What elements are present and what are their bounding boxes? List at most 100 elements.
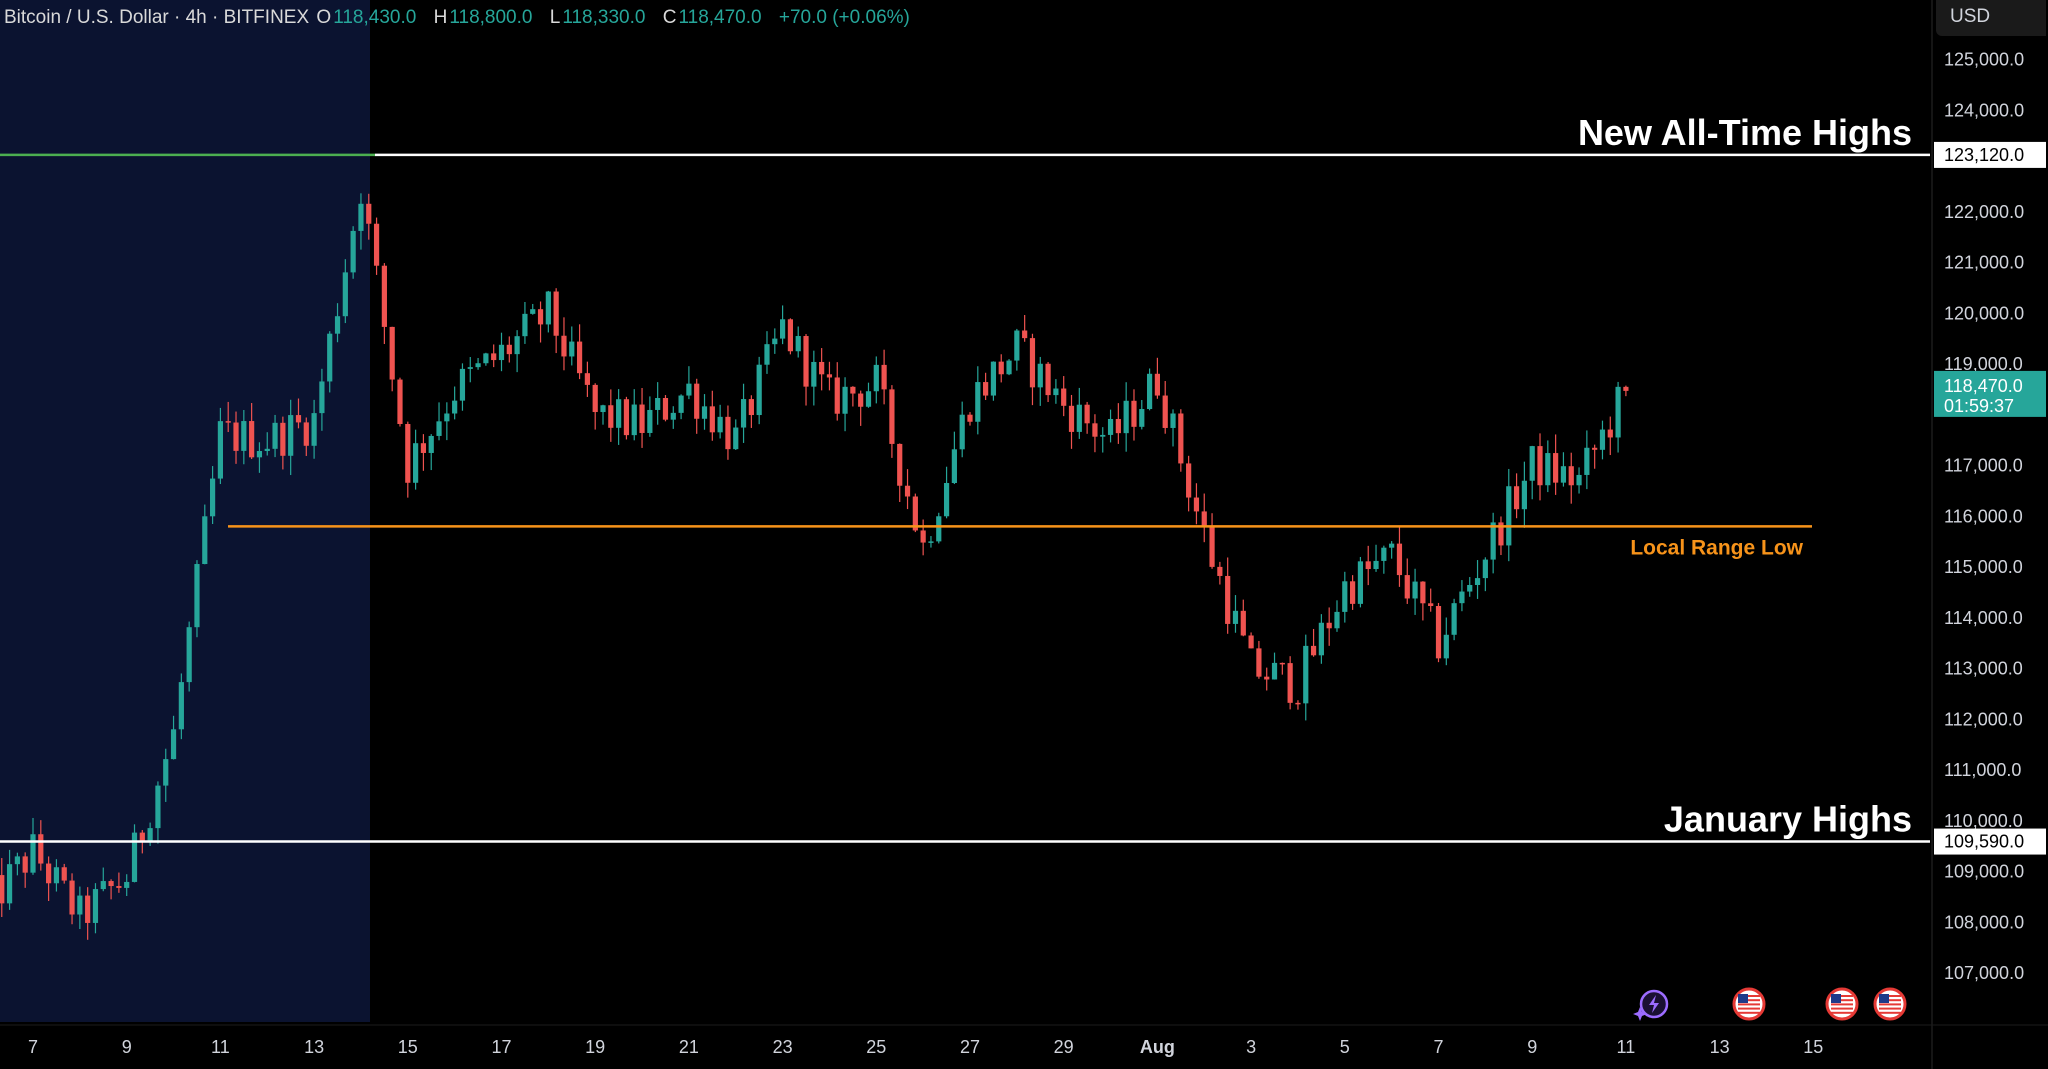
candle-body (428, 435, 434, 453)
highlighted-period (0, 0, 370, 1022)
candle-body (1396, 543, 1403, 576)
candle-body (865, 391, 872, 407)
close-value: 118,470.0 (678, 7, 762, 28)
candle-body (1607, 429, 1613, 438)
date-tick-label: 9 (122, 1037, 132, 1057)
candle-body (381, 265, 387, 327)
candle-body (1474, 578, 1481, 585)
candle-body (1451, 603, 1457, 635)
candle-body (1498, 522, 1504, 546)
candle-body (1443, 634, 1449, 659)
candle-body (1014, 330, 1020, 361)
candle-body (1545, 453, 1551, 486)
candle-body (108, 881, 114, 887)
candle-body (256, 451, 263, 458)
candle-body (1459, 591, 1465, 604)
candle-body (904, 485, 911, 497)
price-tick-label: 110,000.0 (1944, 811, 2023, 831)
us-flag-icon[interactable] (1732, 987, 1766, 1021)
price-axis[interactable]: 125,000.0 124,000.0 122,000.0 121,000.0 120,… (1931, 0, 2046, 1069)
candle-body (1092, 423, 1098, 437)
candle-body (288, 415, 294, 456)
lightning-event-icon[interactable] (1633, 989, 1669, 1021)
candle-body (131, 832, 138, 882)
date-tick-label: 15 (398, 1037, 418, 1057)
candle-body (1615, 386, 1621, 438)
candle-body (1334, 611, 1340, 629)
candle-body (350, 230, 356, 273)
date-tick-label: 11 (1617, 1037, 1636, 1057)
candle-body (358, 203, 364, 231)
price-tick-label: 107,000.0 (1944, 963, 2024, 983)
candle-body (1053, 388, 1059, 396)
date-tick-label: 29 (1054, 1037, 1074, 1057)
date-tick-label: 7 (1433, 1037, 1443, 1057)
candle-body (53, 867, 60, 884)
price-tick-label: 117,000.0 (1944, 456, 2023, 476)
candle-body (514, 336, 520, 355)
candle-body (1256, 648, 1262, 677)
candle-body (272, 422, 278, 449)
candle-body (30, 834, 36, 873)
candle-body (1154, 373, 1160, 396)
candle-body (1131, 400, 1137, 427)
price-tick-label: 120,000.0 (1944, 303, 2024, 323)
event-icons[interactable] (1633, 987, 1907, 1021)
time-axis[interactable]: 7 9 11 13 15 17 19 21 23 25 27 29 Aug 3 5 7 9 11 13 15 (0, 1024, 2048, 1057)
symbol-title: Bitcoin / U.S. Dollar · 4h · BITFINEX (4, 7, 310, 28)
candle-body (858, 393, 864, 407)
candle-body (881, 364, 887, 390)
price-tick-label: 116,000.0 (1944, 506, 2023, 526)
candle-body (951, 449, 957, 484)
date-tick-label: 13 (1710, 1037, 1730, 1057)
us-flag-icon[interactable] (1825, 987, 1859, 1021)
candle-body (69, 880, 75, 915)
candle-body (1389, 543, 1395, 548)
candle-body (147, 828, 153, 841)
candle-body (1303, 645, 1309, 704)
date-tick-label: 25 (866, 1037, 886, 1057)
candle-body (639, 404, 645, 433)
price-tick-label: 125,000.0 (1944, 50, 2024, 70)
date-tick-label: 7 (28, 1037, 38, 1057)
candle-body (6, 864, 13, 904)
us-flag-icon[interactable] (1873, 987, 1907, 1021)
candle-body (920, 530, 926, 543)
candle-body (842, 386, 848, 414)
candle-body (405, 423, 411, 483)
candle-body (202, 516, 208, 565)
candle-body (709, 406, 715, 433)
date-tick-label: Aug (1140, 1037, 1175, 1057)
january-price-tag: 109,590.0 (1944, 832, 2024, 852)
candle-body (397, 379, 403, 424)
candle-body (1146, 373, 1153, 410)
candle-body (686, 383, 692, 396)
candle-body (983, 382, 989, 396)
candle-body (1537, 446, 1543, 486)
candle-body (1186, 463, 1192, 498)
change-value: +70.0 (+0.06%) (778, 7, 910, 28)
candle-body (694, 383, 700, 419)
candle-body (420, 443, 427, 453)
candle-body (889, 389, 895, 444)
candle-body (725, 416, 731, 450)
candle-body (1623, 386, 1629, 391)
price-tick-label: 121,000.0 (1944, 253, 2024, 273)
candle-body (928, 541, 934, 543)
open-value: 118,430.0 (333, 7, 417, 28)
candle-body (92, 889, 99, 923)
candle-body (264, 448, 270, 452)
candle-body (553, 291, 559, 336)
candle-body (1022, 330, 1028, 339)
low-value: 118,330.0 (562, 7, 646, 28)
candle-body (1123, 400, 1129, 434)
price-tick-label: 111,000.0 (1944, 760, 2021, 780)
candle-body (717, 416, 723, 433)
candle-body (475, 363, 481, 368)
currency-button[interactable]: USD (1936, 0, 2046, 36)
candle-body (342, 272, 348, 317)
candle-body (850, 386, 856, 394)
candle-body (38, 834, 44, 864)
